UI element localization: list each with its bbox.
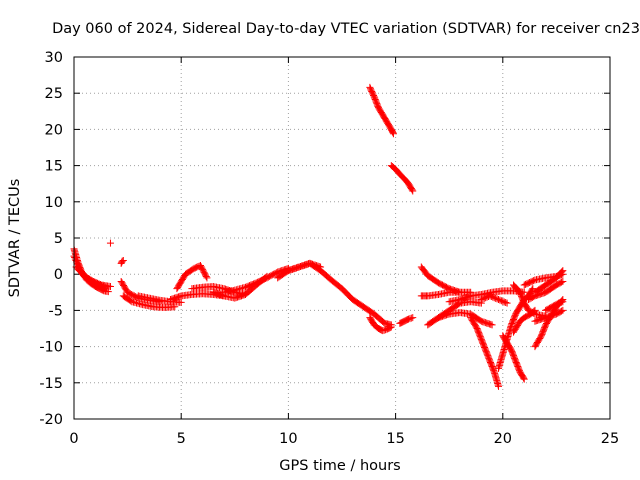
data-point <box>490 294 498 302</box>
y-tick-label: 10 <box>45 195 63 211</box>
series-arc-d <box>117 256 127 267</box>
data-point <box>91 278 99 286</box>
data-point <box>389 130 397 138</box>
series-arc-ai <box>542 298 567 314</box>
data-points <box>70 83 567 390</box>
data-point <box>559 306 567 314</box>
data-point <box>202 272 210 280</box>
data-point <box>71 255 79 263</box>
y-tick-label: 0 <box>54 267 63 283</box>
grid-lines <box>74 57 610 419</box>
data-point <box>495 382 503 390</box>
data-point <box>530 277 538 285</box>
data-point <box>71 254 79 262</box>
data-point <box>409 187 417 195</box>
series-arc-o <box>366 314 395 335</box>
series-arc-q <box>387 162 417 195</box>
data-point <box>106 283 114 291</box>
y-tick-label: 25 <box>45 86 63 102</box>
data-point <box>503 299 511 307</box>
data-point <box>558 307 566 315</box>
series-arc-t <box>417 288 475 300</box>
data-point <box>497 297 505 305</box>
data-point <box>389 129 397 137</box>
data-point <box>477 296 485 304</box>
data-point <box>119 256 127 264</box>
data-point <box>492 294 500 302</box>
data-point <box>409 314 417 322</box>
data-point <box>558 268 566 276</box>
data-point <box>502 299 510 307</box>
series-arc-c <box>72 263 114 291</box>
plot-frame <box>73 56 611 420</box>
data-point <box>408 186 416 194</box>
data-point <box>480 294 488 302</box>
series-arc-p <box>366 83 397 138</box>
series-arc-ag <box>531 306 567 325</box>
data-point <box>479 295 487 303</box>
data-point <box>89 277 97 285</box>
x-tick-label: 0 <box>69 431 78 447</box>
series-arc-v <box>434 309 496 329</box>
x-axis-label: GPS time / hours <box>279 458 400 474</box>
data-point <box>520 374 528 382</box>
x-tick-label: 25 <box>601 431 619 447</box>
series-arc-ac <box>510 281 550 320</box>
data-point <box>559 298 567 306</box>
series-arc-af <box>525 277 567 304</box>
y-tick-label: -15 <box>39 376 63 392</box>
data-point <box>559 267 567 275</box>
data-point <box>95 280 103 288</box>
data-point <box>495 296 503 304</box>
x-tick-label: 10 <box>279 431 297 447</box>
data-point <box>177 298 185 306</box>
data-point <box>118 258 126 266</box>
data-point <box>118 257 126 265</box>
series-outlier <box>106 239 114 247</box>
data-point <box>387 323 395 331</box>
series-arc-aa <box>499 332 528 383</box>
data-point <box>488 321 496 329</box>
y-tick-label: -5 <box>49 303 63 319</box>
data-point <box>386 324 394 332</box>
series-arc-ah <box>531 267 567 296</box>
y-tick-label: 30 <box>45 50 63 66</box>
y-tick-label: 20 <box>45 122 63 138</box>
chart-title: Day 060 of 2024, Sidereal Day-to-day VTE… <box>52 21 640 37</box>
data-point <box>496 296 504 304</box>
data-point <box>558 278 566 286</box>
x-tick-label: 20 <box>494 431 512 447</box>
series-arc-r <box>396 314 417 327</box>
data-point <box>487 293 495 301</box>
y-tick-label: -20 <box>39 412 63 428</box>
y-tick-label: 5 <box>54 231 63 247</box>
y-tick-label: -10 <box>39 340 63 356</box>
data-point <box>486 292 494 300</box>
series-arc-i <box>173 262 211 293</box>
series-arc-n <box>284 259 395 329</box>
data-point <box>499 297 507 305</box>
data-point <box>203 274 211 282</box>
y-tick-label: 15 <box>45 159 63 175</box>
data-point <box>482 294 490 302</box>
series-arc-y <box>477 292 511 307</box>
axis-ticks: 0 5 10 15 20 25 -20 -15 -10 -5 0 5 10 15 20 25 30 <box>39 50 619 447</box>
data-point <box>489 293 497 301</box>
data-point <box>493 295 501 303</box>
y-axis-label: SDTVAR / TECUs <box>7 179 23 298</box>
x-tick-label: 15 <box>386 431 404 447</box>
data-point <box>559 277 567 285</box>
data-point <box>96 280 104 288</box>
data-point <box>104 288 112 296</box>
data-point <box>92 279 100 287</box>
data-point <box>106 239 114 247</box>
x-tick-label: 5 <box>177 431 186 447</box>
series-arc-l <box>220 264 292 296</box>
data-point <box>94 279 102 287</box>
series-arc-x <box>467 314 503 390</box>
data-point <box>500 298 508 306</box>
data-point <box>520 375 528 383</box>
